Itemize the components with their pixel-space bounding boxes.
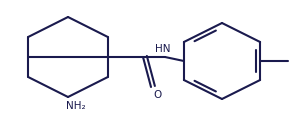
Text: O: O: [153, 90, 161, 100]
Text: HN: HN: [155, 44, 171, 54]
Text: NH₂: NH₂: [66, 101, 86, 111]
